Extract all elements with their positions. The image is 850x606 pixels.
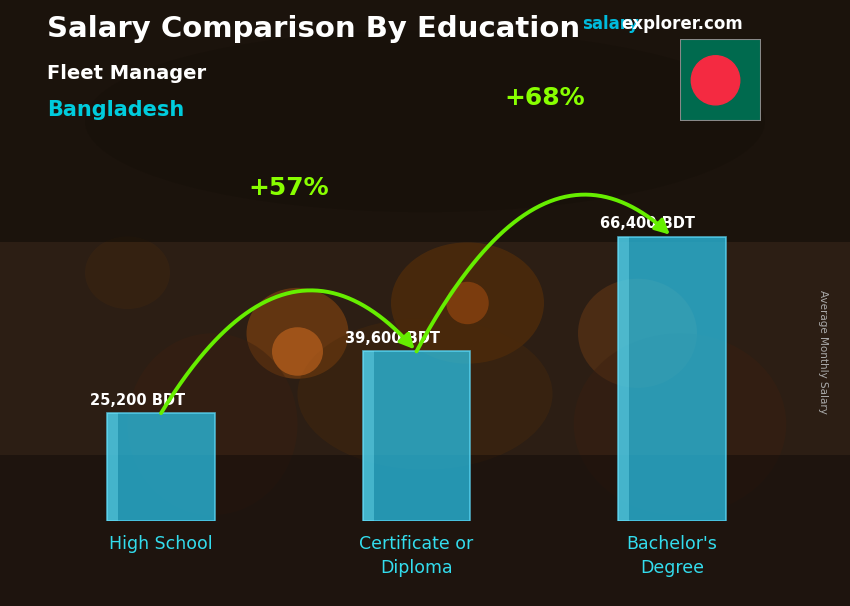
Ellipse shape	[578, 279, 697, 388]
Bar	[107, 413, 215, 521]
Ellipse shape	[128, 333, 298, 515]
Text: Bangladesh: Bangladesh	[47, 100, 184, 120]
Bar	[0, 0, 850, 242]
Text: +57%: +57%	[248, 176, 329, 201]
Ellipse shape	[272, 327, 323, 376]
Text: Average Monthly Salary: Average Monthly Salary	[818, 290, 828, 413]
Text: 25,200 BDT: 25,200 BDT	[89, 393, 184, 408]
Text: 39,600 BDT: 39,600 BDT	[345, 331, 440, 346]
Ellipse shape	[574, 333, 786, 515]
Ellipse shape	[446, 282, 489, 324]
Text: Salary Comparison By Education: Salary Comparison By Education	[47, 15, 580, 43]
Bar	[618, 236, 726, 521]
Ellipse shape	[391, 242, 544, 364]
Text: explorer.com: explorer.com	[621, 15, 743, 33]
Text: 66,400 BDT: 66,400 BDT	[600, 216, 695, 231]
Bar	[363, 351, 470, 521]
Ellipse shape	[85, 30, 765, 212]
Bar	[0, 454, 850, 606]
Text: Fleet Manager: Fleet Manager	[47, 64, 206, 82]
Ellipse shape	[85, 236, 170, 309]
Ellipse shape	[298, 318, 552, 470]
Ellipse shape	[246, 288, 348, 379]
Text: +68%: +68%	[504, 86, 585, 110]
Bar	[107, 413, 118, 521]
Bar	[618, 236, 629, 521]
Circle shape	[691, 56, 740, 105]
Bar	[363, 351, 374, 521]
Text: salary: salary	[582, 15, 639, 33]
